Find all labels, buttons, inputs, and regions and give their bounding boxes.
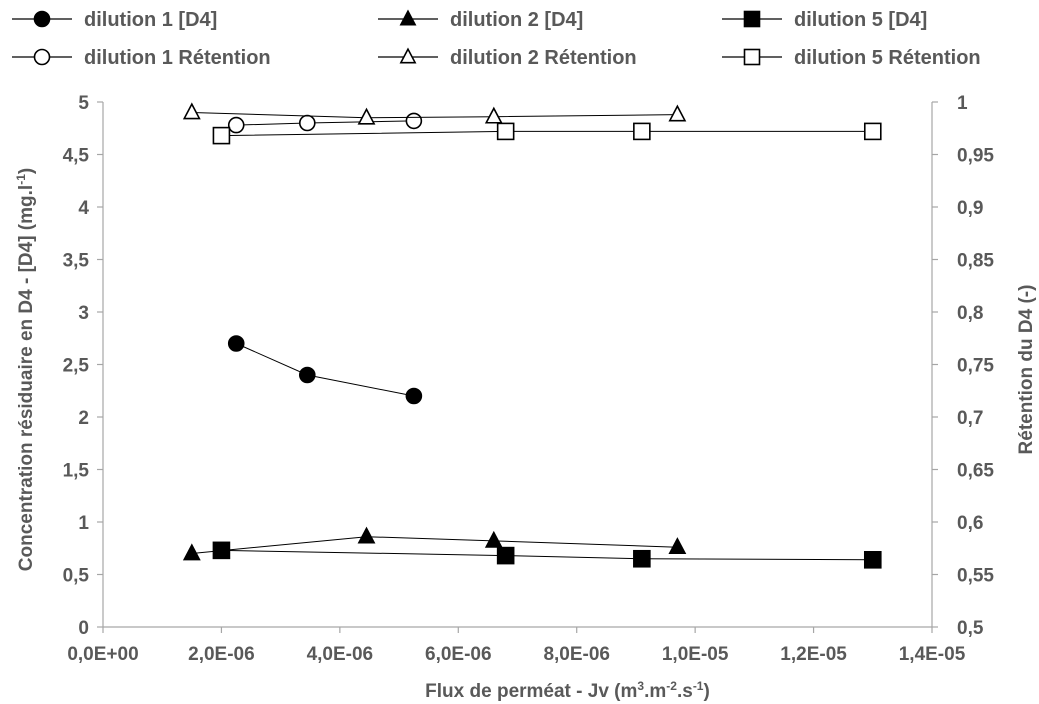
legend-marker — [33, 10, 51, 28]
y-right-tick-label: 0,8 — [957, 303, 983, 324]
y-left-tick-label: 3,5 — [63, 251, 90, 272]
y-left-tick-label: 4,5 — [63, 146, 90, 167]
data-point — [496, 122, 515, 141]
data-point — [182, 543, 201, 561]
x-tick-label: 4,0E-06 — [307, 644, 374, 665]
legend: dilution 1 [D4] dilution 2 [D4] dilution 5… — [12, 9, 981, 69]
y-right-tick-label: 0,9 — [957, 198, 983, 219]
series-line — [191, 112, 678, 119]
x-tick-label: 1,4E-05 — [899, 644, 966, 665]
data-point — [633, 122, 651, 141]
legend-label: dilution 5 [D4] — [794, 9, 927, 31]
x-tick-label: 8,0E-06 — [543, 644, 610, 665]
legend-entry: dilution 5 [D4] — [722, 9, 927, 31]
y-right-tick-label: 0,85 — [957, 251, 994, 272]
y-right-tick-label: 0,55 — [957, 566, 994, 587]
x-axis-title-part: 3 — [637, 679, 644, 693]
series-line — [221, 130, 873, 137]
x-axis-title-part: ) — [703, 681, 709, 702]
data-point — [633, 549, 651, 568]
data-point — [227, 116, 245, 134]
y-axis-left-title-part: Concentration résiduaire en D4 - [D4] (m… — [16, 185, 37, 571]
legend-entry: dilution 2 Rétention — [378, 47, 637, 69]
legend-marker — [399, 9, 417, 26]
data-point — [863, 550, 882, 569]
legend-label: dilution 2 [D4] — [450, 9, 583, 31]
y-left-tick-label: 2,5 — [63, 356, 90, 377]
series-5 — [212, 122, 882, 145]
series-1 — [182, 526, 687, 561]
data-point — [357, 526, 376, 544]
y-left-tick-label: 1,5 — [63, 461, 90, 482]
y-left-tick-label: 5 — [78, 93, 89, 114]
y-left-tick-label: 0,5 — [63, 566, 90, 587]
x-tick-label: 1,0E-05 — [662, 644, 729, 665]
x-axis-title-part: Flux de perméat - Jv (m — [425, 681, 637, 702]
data-point — [298, 114, 316, 132]
series-line — [236, 343, 414, 397]
y-right-tick-label: 0,65 — [957, 461, 994, 482]
legend-label: dilution 2 Rétention — [450, 47, 637, 69]
legend-marker — [399, 47, 417, 64]
x-tick-label: 6,0E-06 — [425, 644, 492, 665]
y-left-tick-label: 3 — [78, 303, 89, 324]
series-line — [191, 536, 678, 554]
x-axis-title-part: -2 — [666, 679, 677, 693]
legend-label: dilution 1 Rétention — [84, 47, 271, 69]
y-left-tick-label: 1 — [78, 513, 89, 534]
data-point — [484, 530, 503, 548]
y-right-tick-label: 0,5 — [957, 618, 984, 639]
x-axis-title: Flux de perméat - Jv (m3.m-2.s-1) — [425, 679, 710, 702]
series-2 — [212, 541, 882, 569]
data-point — [227, 335, 245, 352]
data-point — [668, 537, 687, 555]
legend-marker — [743, 10, 761, 28]
y-axis-left-title: Concentration résiduaire en D4 - [D4] (m… — [14, 168, 37, 571]
data-point — [212, 126, 231, 145]
data-point — [668, 104, 687, 122]
legend-marker — [33, 48, 51, 66]
x-tick-label: 0,0E+00 — [67, 644, 138, 665]
x-axis-title-part: .s — [677, 681, 693, 702]
data-point — [484, 106, 503, 124]
y-right-tick-label: 0,95 — [957, 146, 994, 167]
y-right-tick-label: 0,75 — [957, 356, 994, 377]
y-right-tick-label: 0,6 — [957, 513, 983, 534]
series-layer — [182, 102, 882, 569]
x-tick-label: 2,0E-06 — [188, 644, 255, 665]
data-point — [212, 541, 231, 560]
data-point — [182, 102, 201, 120]
legend-label: dilution 5 Rétention — [794, 47, 981, 69]
data-point — [863, 122, 882, 141]
axes: 0 0,5 1 1,5 2 2,5 3 3,5 4 4,5 5 0,5 0,55 0,6 0,65 0,7 0,… — [14, 93, 1037, 702]
y-left-tick-label: 0 — [78, 618, 89, 639]
series-line — [221, 549, 873, 561]
legend-entry: dilution 1 [D4] — [12, 9, 217, 31]
legend-entry: dilution 5 Rétention — [722, 47, 981, 69]
data-point — [405, 387, 423, 405]
legend-label: dilution 1 [D4] — [84, 9, 217, 31]
legend-entry: dilution 2 [D4] — [378, 9, 583, 31]
x-tick-label: 1,2E-05 — [780, 644, 847, 665]
y-left-tick-label: 2 — [78, 408, 89, 429]
y-left-tick-label: 4 — [78, 198, 89, 219]
series-0 — [227, 335, 423, 405]
data-point — [405, 112, 423, 130]
data-point — [298, 366, 316, 384]
y-axis-left-title-part: -1 — [14, 174, 28, 185]
y-right-tick-label: 1 — [957, 93, 968, 114]
y-axis-left-title-part: ) — [16, 168, 37, 174]
y-axis-right-title: Rétention du D4 (-) — [1016, 285, 1037, 455]
x-axis-title-part: -1 — [693, 679, 704, 693]
legend-entry: dilution 1 Rétention — [12, 47, 271, 69]
data-point — [496, 546, 515, 565]
y-right-tick-label: 0,7 — [957, 408, 983, 429]
series-line — [236, 120, 414, 126]
x-axis-title-part: .m — [644, 681, 666, 702]
data-point — [357, 107, 376, 125]
legend-marker — [743, 48, 761, 66]
series-4 — [182, 102, 687, 125]
